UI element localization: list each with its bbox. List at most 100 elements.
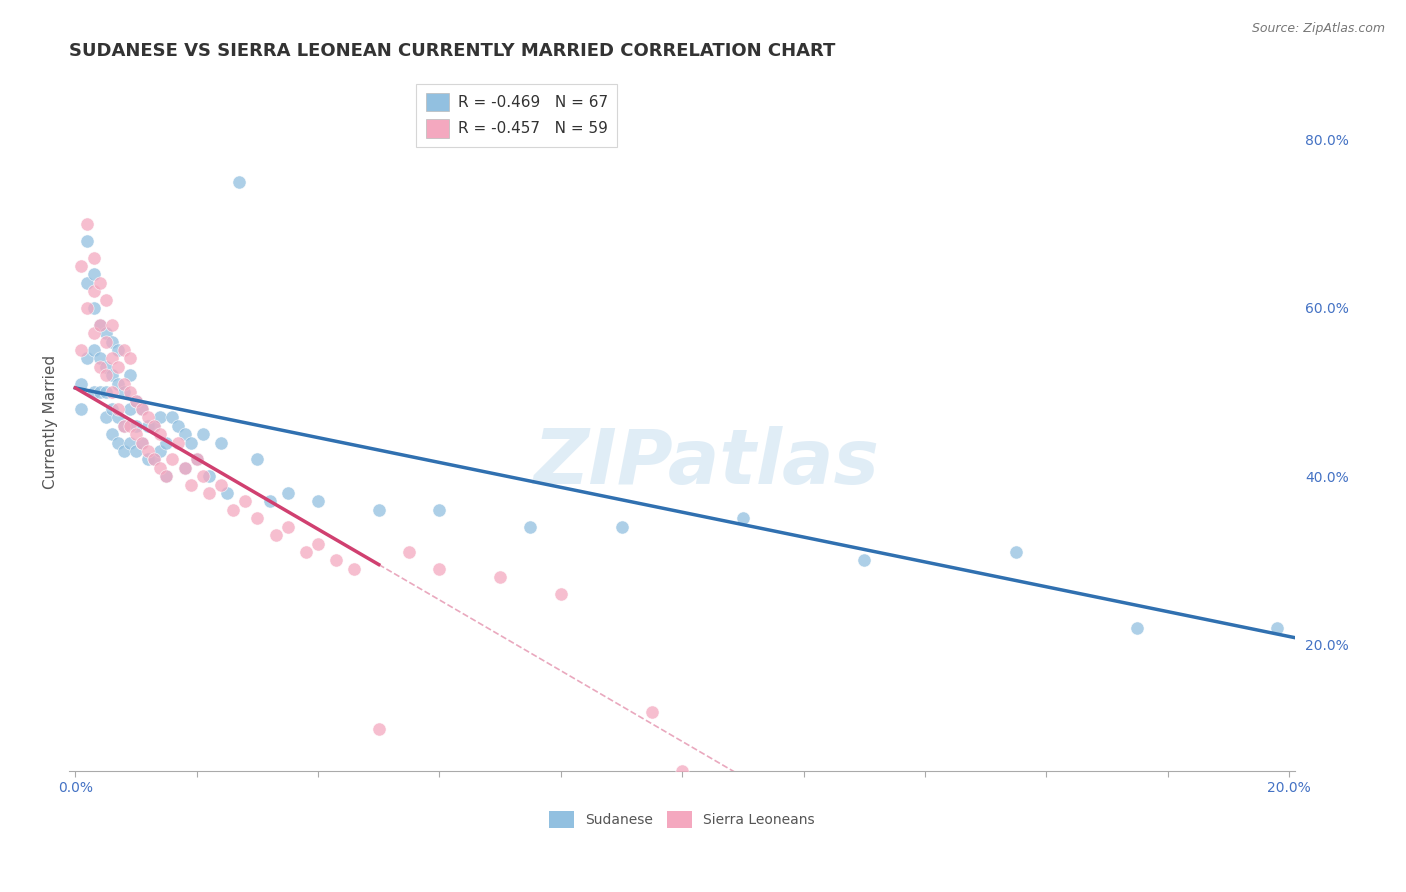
Point <box>173 427 195 442</box>
Point <box>118 401 141 416</box>
Legend: Sudanese, Sierra Leoneans: Sudanese, Sierra Leoneans <box>544 805 821 833</box>
Point <box>112 418 135 433</box>
Point <box>107 410 129 425</box>
Point <box>112 444 135 458</box>
Point <box>76 301 98 315</box>
Point <box>149 460 172 475</box>
Point <box>343 562 366 576</box>
Point <box>94 410 117 425</box>
Point <box>83 284 105 298</box>
Point <box>641 705 664 719</box>
Point <box>167 418 190 433</box>
Point <box>167 435 190 450</box>
Point <box>149 410 172 425</box>
Point <box>70 376 93 391</box>
Point <box>295 545 318 559</box>
Point <box>83 385 105 400</box>
Point <box>307 494 329 508</box>
Point <box>180 477 202 491</box>
Point <box>112 418 135 433</box>
Point <box>131 435 153 450</box>
Point <box>1265 621 1288 635</box>
Point <box>70 343 93 357</box>
Point <box>853 553 876 567</box>
Point <box>173 460 195 475</box>
Text: ZIPatlas: ZIPatlas <box>534 426 880 500</box>
Point <box>1126 621 1149 635</box>
Point <box>136 452 159 467</box>
Point <box>100 401 122 416</box>
Point <box>155 435 177 450</box>
Point <box>131 401 153 416</box>
Point <box>94 359 117 374</box>
Point <box>76 351 98 366</box>
Point <box>89 276 111 290</box>
Point <box>136 418 159 433</box>
Point <box>731 511 754 525</box>
Point <box>228 175 250 189</box>
Point <box>125 418 148 433</box>
Point <box>143 452 166 467</box>
Point <box>222 503 245 517</box>
Point <box>259 494 281 508</box>
Point <box>118 351 141 366</box>
Point <box>149 427 172 442</box>
Point <box>429 503 451 517</box>
Point <box>143 418 166 433</box>
Point <box>83 301 105 315</box>
Point <box>70 259 93 273</box>
Point <box>186 452 208 467</box>
Point <box>671 764 693 778</box>
Point <box>1005 545 1028 559</box>
Point <box>215 486 238 500</box>
Point <box>83 326 105 341</box>
Point <box>76 276 98 290</box>
Point <box>125 427 148 442</box>
Point <box>198 486 221 500</box>
Point <box>277 486 299 500</box>
Y-axis label: Currently Married: Currently Married <box>44 354 58 489</box>
Point <box>307 536 329 550</box>
Point <box>83 268 105 282</box>
Point <box>100 351 122 366</box>
Point <box>162 410 184 425</box>
Point <box>118 418 141 433</box>
Point <box>112 385 135 400</box>
Point <box>94 385 117 400</box>
Point <box>550 587 572 601</box>
Point <box>519 519 541 533</box>
Point <box>100 427 122 442</box>
Point <box>143 418 166 433</box>
Point <box>94 293 117 307</box>
Point <box>94 368 117 383</box>
Point <box>136 410 159 425</box>
Point <box>191 427 214 442</box>
Point <box>209 477 232 491</box>
Point <box>125 444 148 458</box>
Point <box>112 343 135 357</box>
Point <box>191 469 214 483</box>
Point <box>155 469 177 483</box>
Point <box>125 393 148 408</box>
Point <box>94 334 117 349</box>
Point <box>162 452 184 467</box>
Point <box>70 401 93 416</box>
Point <box>107 435 129 450</box>
Point <box>136 444 159 458</box>
Point <box>112 376 135 391</box>
Point <box>118 435 141 450</box>
Point <box>107 401 129 416</box>
Point <box>246 452 269 467</box>
Point <box>83 343 105 357</box>
Point <box>89 351 111 366</box>
Point <box>107 343 129 357</box>
Point <box>131 401 153 416</box>
Point <box>246 511 269 525</box>
Point <box>94 326 117 341</box>
Point <box>489 570 512 584</box>
Point <box>89 318 111 332</box>
Point <box>100 368 122 383</box>
Point <box>149 444 172 458</box>
Point <box>429 562 451 576</box>
Point <box>180 435 202 450</box>
